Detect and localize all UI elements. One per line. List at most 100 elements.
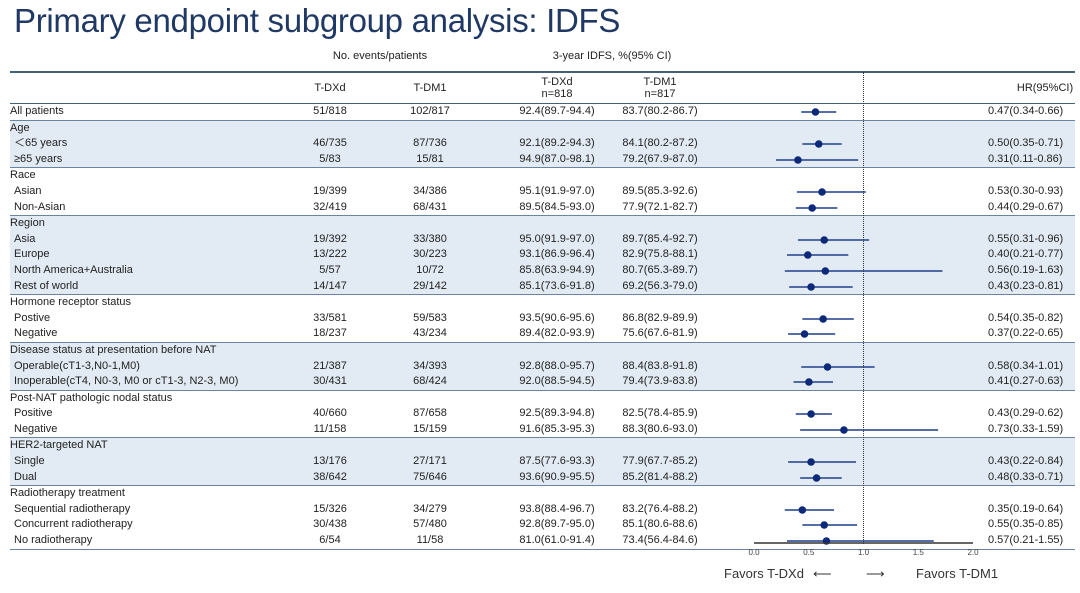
tdm1-idfs: 83.7(80.2-86.7) xyxy=(622,105,698,117)
group-header-row: Hormone receptor status xyxy=(10,295,1075,311)
table-row: Operable(cT1-3,N0-1,M0) 21/387 34/393 92… xyxy=(10,359,1075,375)
x-tick-label: 0.5 xyxy=(803,548,815,557)
hr-value: 0.55(0.31-0.96) xyxy=(988,232,1064,245)
tdm1-idfs: 88.4(83.8-91.8) xyxy=(622,359,698,372)
hr-value: 0.35(0.19-0.64) xyxy=(988,502,1064,515)
tdxd-idfs: 95.0(91.9-97.0) xyxy=(519,232,595,245)
tdxd-events: 38/642 xyxy=(313,470,347,483)
forest-mark xyxy=(800,473,842,482)
tdxd-idfs: 92.4(89.7-94.4) xyxy=(519,105,595,117)
tdxd-events: 19/392 xyxy=(313,232,347,245)
tdm1-events: 68/431 xyxy=(413,200,447,213)
tdxd-events: 13/222 xyxy=(313,248,347,261)
tdm1-idfs: 84.1(80.2-87.2) xyxy=(622,137,698,150)
hr-point xyxy=(804,251,812,260)
row-label: Dual xyxy=(14,470,37,483)
tdxd-events: 21/387 xyxy=(313,359,347,372)
tdxd-events: 5/83 xyxy=(319,152,341,165)
x-tick-label: 1.5 xyxy=(912,548,924,557)
tdxd-events: 11/158 xyxy=(313,422,347,435)
column-headers: T-DXd T-DM1 T-DXd n=818 T-DM1 n=817 HR(9… xyxy=(10,73,1075,104)
reference-line-hr-1 xyxy=(863,72,864,544)
tdxd-idfs: 95.1(91.9-97.0) xyxy=(519,184,595,197)
hr-point xyxy=(808,203,816,212)
forest-mark xyxy=(801,108,837,116)
tdxd-events: 15/326 xyxy=(313,502,347,515)
tdm1-events: 29/142 xyxy=(413,279,447,292)
tdxd-events: 30/438 xyxy=(313,518,347,531)
forest-mark xyxy=(784,506,835,514)
subgroup-block: All patients 51/818 102/817 92.4(89.7-94… xyxy=(10,104,1075,121)
group-label: Race xyxy=(10,169,36,182)
group-label: HER2-targeted NAT xyxy=(10,439,108,452)
tdxd-idfs: 91.6(85.3-95.3) xyxy=(519,422,595,435)
forest-mark xyxy=(788,458,856,466)
group-header-row: Radiotherapy treatment xyxy=(10,486,1075,502)
group-label: Age xyxy=(10,121,30,134)
events-header: No. events/patients xyxy=(332,50,428,62)
hr-value: 0.58(0.34-1.01) xyxy=(988,359,1064,372)
table-row: Inoperable(cT4, N0-3, M0 or cT1-3, N2-3,… xyxy=(10,374,1075,390)
col-tdxd-events: T-DXd xyxy=(314,82,346,94)
x-tick-label: 0.0 xyxy=(748,548,760,557)
tdxd-idfs: 87.5(77.6-93.3) xyxy=(519,455,595,468)
tdm1-events: 30/223 xyxy=(413,248,447,261)
col-hr: HR(95%CI) xyxy=(1016,82,1074,94)
tdxd-events: 14/147 xyxy=(313,279,347,292)
subgroup-block: Region Asia 19/392 33/380 95.0(91.9-97.0)… xyxy=(10,216,1075,296)
tdxd-idfs: 85.8(63.9-94.9) xyxy=(519,263,595,276)
row-label: Negative xyxy=(14,327,58,340)
tdm1-idfs: 89.5(85.3-92.6) xyxy=(622,184,698,197)
tdxd-idfs: 92.0(88.5-94.5) xyxy=(519,375,595,388)
forest-mark xyxy=(784,267,943,275)
arrow-right-icon: ⟶ xyxy=(866,566,885,581)
forest-mark xyxy=(801,362,875,371)
hr-value: 0.43(0.29-0.62) xyxy=(988,407,1064,420)
forest-mark xyxy=(802,140,842,148)
tdm1-idfs: 79.4(73.9-83.8) xyxy=(622,375,698,388)
row-label: Asian xyxy=(14,184,42,197)
row-label: North America+Australia xyxy=(14,263,133,276)
subgroup-block: Post-NAT pathologic nodal status Positive… xyxy=(10,391,1075,439)
row-label: Single xyxy=(14,455,45,468)
group-header-row: Race xyxy=(10,168,1075,184)
table-row: No radiotherapy 6/54 11/58 81.0(61.0-91.… xyxy=(10,533,1075,549)
hr-point xyxy=(807,410,815,419)
table-row: Negative 11/158 15/159 91.6(85.3-95.3) 8… xyxy=(10,422,1075,438)
arrow-left-icon: ⟵ xyxy=(813,566,832,581)
tdxd-idfs: 81.0(61.0-91.4) xyxy=(519,534,595,547)
tdm1-idfs: 75.6(67.6-81.9) xyxy=(622,327,698,340)
hr-value: 0.57(0.21-1.55) xyxy=(988,534,1064,547)
hr-point xyxy=(811,108,820,116)
tdm1-events: 34/393 xyxy=(413,359,447,372)
hr-value: 0.56(0.19-1.63) xyxy=(988,263,1064,276)
row-label: Postive xyxy=(14,311,51,324)
tdm1-idfs: 88.3(80.6-93.0) xyxy=(622,422,698,435)
tdxd-idfs: 93.6(90.9-95.5) xyxy=(519,470,595,483)
forest-mark xyxy=(797,235,870,244)
tdxd-idfs: 94.9(87.0-98.1) xyxy=(519,152,595,165)
tdxd-events: 40/660 xyxy=(313,407,347,420)
hr-value: 0.48(0.33-0.71) xyxy=(988,470,1064,483)
col-tdxd-idfs: T-DXd n=818 xyxy=(541,76,573,100)
hr-value: 0.41(0.27-0.63) xyxy=(988,375,1064,388)
table-row: Asia 19/392 33/380 95.0(91.9-97.0) 89.7(… xyxy=(10,232,1075,248)
table-row: Rest of world 14/147 29/142 85.1(73.6-91… xyxy=(10,279,1075,295)
tdm1-idfs: 77.9(72.1-82.7) xyxy=(622,200,698,213)
row-label: Sequential radiotherapy xyxy=(14,502,131,515)
tdm1-events: 68/424 xyxy=(413,375,447,388)
tdxd-idfs: 93.5(90.6-95.6) xyxy=(519,311,595,324)
row-label: Positive xyxy=(14,407,53,420)
tdxd-idfs: 92.8(88.0-95.7) xyxy=(519,359,595,372)
table-row: Single 13/176 27/171 87.5(77.6-93.3) 77.… xyxy=(10,454,1075,470)
table-row: Negative 18/237 43/234 89.4(82.0-93.9) 7… xyxy=(10,326,1075,342)
tdm1-events: 57/480 xyxy=(413,518,447,531)
hr-value: 0.44(0.29-0.67) xyxy=(988,200,1064,213)
tdxd-events: 30/431 xyxy=(313,375,347,388)
tdxd-idfs: 85.1(73.6-91.8) xyxy=(519,279,595,292)
subgroup-block: Disease status at presentation before NA… xyxy=(10,342,1075,391)
table-row: North America+Australia 5/57 10/72 85.8(… xyxy=(10,263,1075,279)
table-row: Asian 19/399 34/386 95.1(91.9-97.0) 89.5… xyxy=(10,184,1075,200)
group-label: Hormone receptor status xyxy=(10,296,132,309)
group-header-row: Post-NAT pathologic nodal status xyxy=(10,391,1075,407)
